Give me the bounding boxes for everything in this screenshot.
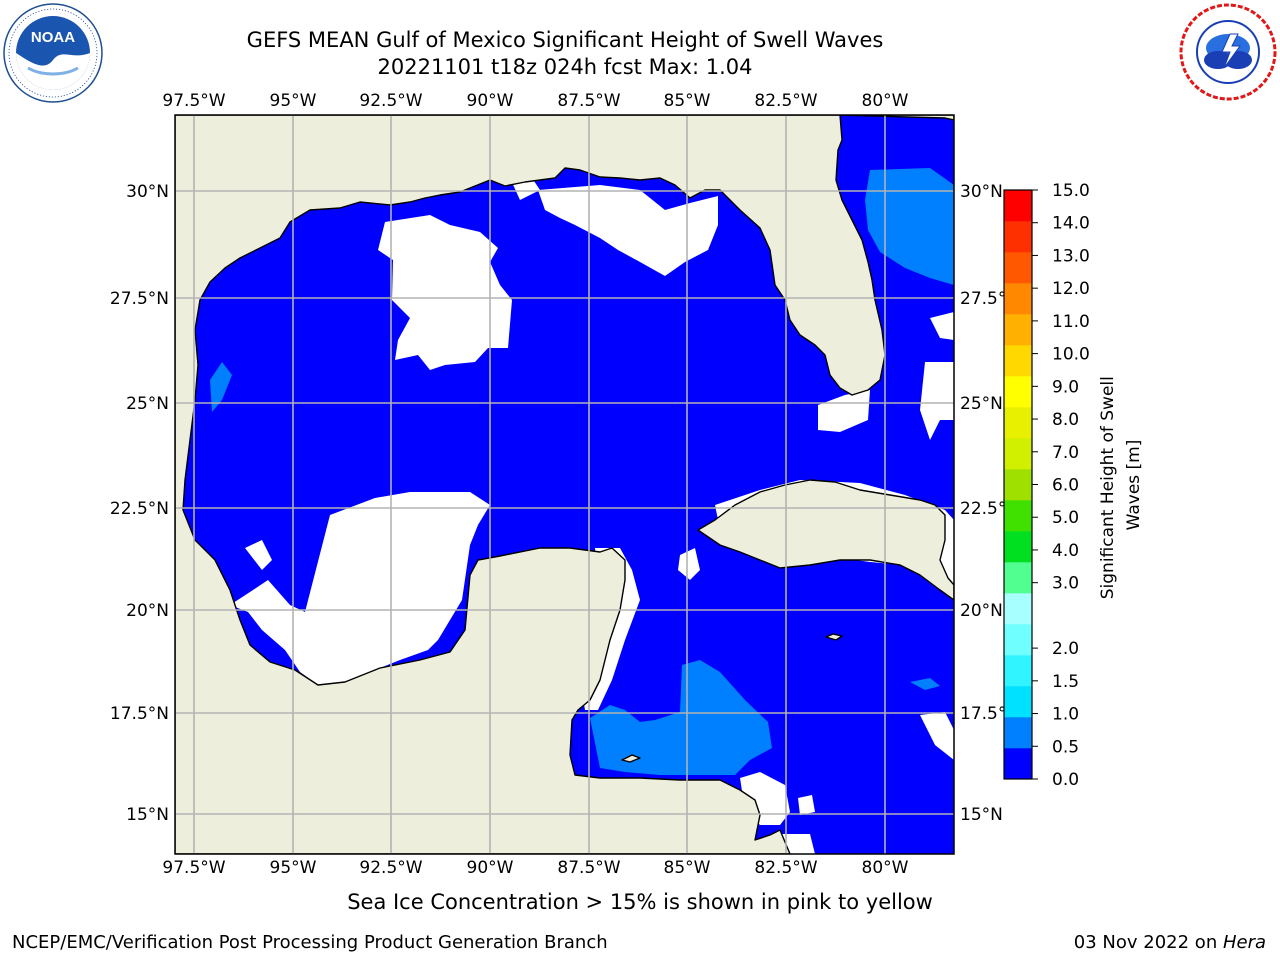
lat-tick-label: 17.5°N [110,704,169,724]
colorbar-tick-label: 11.0 [1052,312,1090,332]
colorbar-tick-label: 0.5 [1052,737,1079,757]
colorbar: 0.0 0.5 1.0 1.5 2.0 3.0 4.0 5.0 6.0 7.0 8.0 9.0 10.0… [1003,181,1090,790]
chart-title: GEFS MEAN Gulf of Mexico Significant Hei… [246,28,884,52]
lat-tick-label: 30°N [126,182,169,202]
colorbar-swatch [1004,562,1032,594]
lon-tick-label: 82.5°W [754,91,817,111]
colorbar-swatch [1004,438,1032,470]
lat-tick-label: 30°N [960,182,1003,202]
colorbar-tick-label: 13.0 [1052,246,1090,266]
colorbar-swatch [1004,469,1032,501]
colorbar-swatch [1004,314,1032,346]
lon-tick-label: 95°W [270,91,317,111]
colorbar-tick-label: 1.0 [1052,705,1079,725]
lat-tick-label: 25°N [126,394,169,414]
colorbar-swatch [1004,748,1032,780]
colorbar-tick-label: 15.0 [1052,181,1090,201]
colorbar-swatch [1004,717,1032,749]
noaa-logo-icon: NOAA [3,3,103,103]
footer-date: 03 Nov 2022 on Hera [1074,932,1266,953]
lon-ticks-top: 97.5°W 95°W 92.5°W 90°W 87.5°W 85°W 82.5… [162,91,908,111]
land-bay-islands [621,754,641,763]
lon-tick-label: 80°W [862,858,909,878]
colorbar-swatch [1004,345,1032,377]
colorbar-swatch [1004,500,1032,532]
colorbar-swatch [1004,624,1032,656]
colorbar-tick-label: 14.0 [1052,214,1090,234]
colorbar-swatch [1004,252,1032,284]
colorbar-tick-label: 0.0 [1052,770,1079,790]
footer-credit: NCEP/EMC/Verification Post Processing Pr… [12,932,608,953]
sea-ice-note: Sea Ice Concentration > 15% is shown in … [347,890,933,914]
land-masses [175,115,954,854]
colorbar-swatch [1004,531,1032,563]
colorbar-tick-label: 8.0 [1052,410,1079,430]
footer-date-text: 03 Nov 2022 on [1073,932,1223,953]
lon-tick-label: 92.5°W [359,91,422,111]
colorbar-swatch [1004,221,1032,253]
lon-tick-label: 87.5°W [557,91,620,111]
lon-tick-label: 80°W [862,91,909,111]
colorbar-tick-label: 7.0 [1052,443,1079,463]
lat-tick-label: 25°N [960,394,1003,414]
colorbar-tick-label: 4.0 [1052,541,1079,561]
colorbar-tick-label: 6.0 [1052,476,1079,496]
lon-tick-label: 95°W [270,858,317,878]
colorbar-tick-label: 3.0 [1052,574,1079,594]
colorbar-swatch [1004,407,1032,439]
colorbar-label: Significant Height of Swell Waves [m] [1098,371,1144,600]
lon-ticks-bottom: 97.5°W 95°W 92.5°W 90°W 87.5°W 85°W 82.5… [162,858,908,878]
colorbar-tick-label: 12.0 [1052,279,1090,299]
lon-tick-label: 85°W [664,91,711,111]
colorbar-swatch [1004,655,1032,687]
colorbar-swatch [1004,686,1032,718]
lon-tick-label: 87.5°W [557,858,620,878]
chart-subtitle: 20221101 t18z 024h fcst Max: 1.04 [377,55,753,79]
colorbar-swatch [1004,593,1032,625]
lon-tick-label: 85°W [664,858,711,878]
lon-tick-label: 90°W [467,91,514,111]
lon-tick-label: 92.5°W [359,858,422,878]
graticule [175,115,954,854]
lon-tick-label: 90°W [467,858,514,878]
lat-tick-label: 22.5°N [110,499,169,519]
lon-tick-label: 97.5°W [162,858,225,878]
colorbar-swatch [1004,283,1032,315]
noaa-logo-text: NOAA [31,29,75,46]
lat-ticks-left: 30°N 27.5°N 25°N 22.5°N 20°N 17.5°N 15°N [110,182,169,825]
map-frame [174,114,955,855]
lat-tick-label: 27.5°N [110,289,169,309]
lat-tick-label: 15°N [960,805,1003,825]
colorbar-tick-label: 1.5 [1052,672,1079,692]
lat-tick-label: 20°N [126,601,169,621]
colorbar-swatch [1004,376,1032,408]
nws-logo-icon [1179,3,1277,101]
colorbar-swatch [1004,190,1032,222]
lon-tick-label: 82.5°W [754,858,817,878]
land-cuba [697,479,954,601]
footer-host: Hera [1222,932,1266,953]
colorbar-tick-label: 9.0 [1052,377,1079,397]
colorbar-tick-label: 10.0 [1052,345,1090,365]
lat-tick-label: 20°N [960,601,1003,621]
lat-tick-label: 15°N [126,805,169,825]
lon-tick-label: 97.5°W [162,91,225,111]
colorbar-tick-label: 5.0 [1052,508,1079,528]
land-north-america [175,115,954,854]
colorbar-tick-label: 2.0 [1052,639,1079,659]
land-jamaica [825,633,843,641]
